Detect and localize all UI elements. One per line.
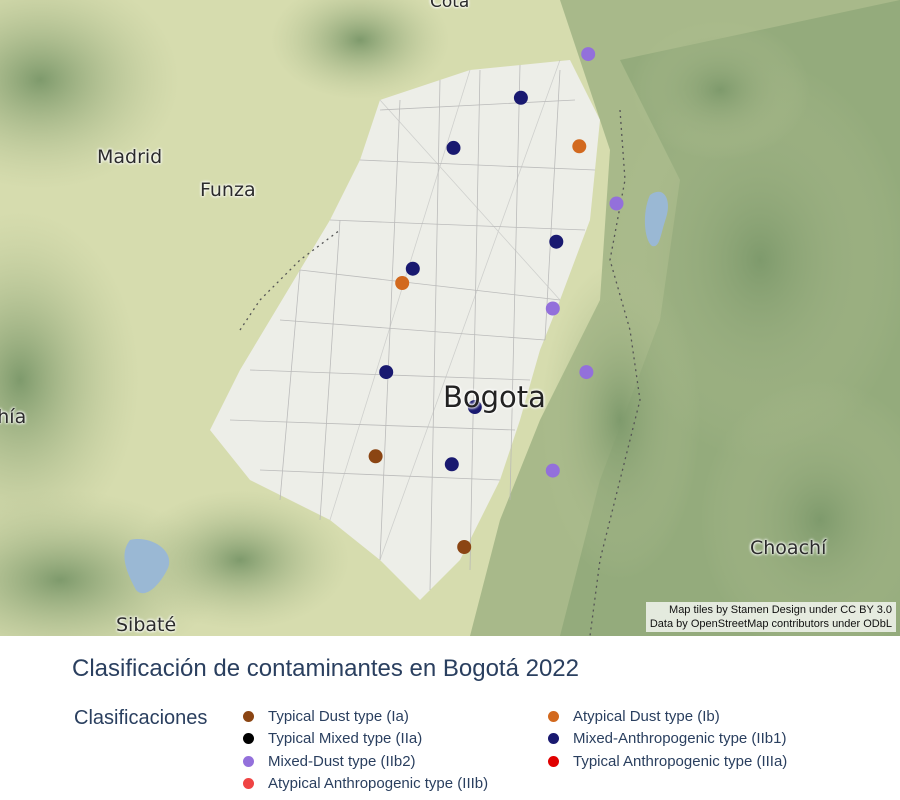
station-marker-iib1[interactable] bbox=[467, 400, 482, 414]
legend-item-iiib[interactable]: Atypical Anthropogenic type (IIIb) bbox=[243, 773, 488, 793]
legend-label-ia: Typical Dust type (Ia) bbox=[268, 707, 409, 725]
legend-item-iia[interactable]: Typical Mixed type (IIa) bbox=[243, 728, 422, 748]
hills-east bbox=[470, 0, 900, 636]
basemap-terrain bbox=[0, 0, 900, 636]
place-label-chia: Chía bbox=[0, 406, 27, 428]
station-marker-iib2[interactable] bbox=[545, 301, 560, 316]
legend-item-ia[interactable]: Typical Dust type (Ia) bbox=[243, 706, 409, 726]
station-marker-ia[interactable] bbox=[457, 540, 472, 554]
station-marker-iib1[interactable] bbox=[444, 457, 459, 472]
place-label-cota: Cota bbox=[430, 0, 470, 12]
legend-title: Clasificaciones bbox=[74, 707, 208, 729]
station-marker-ib[interactable] bbox=[572, 139, 587, 154]
legend-label-iib2: Mixed-Dust type (IIb2) bbox=[268, 752, 416, 770]
station-marker-iib1[interactable] bbox=[405, 261, 420, 276]
station-marker-iib2[interactable] bbox=[579, 365, 594, 380]
legend-marker-iiib bbox=[243, 777, 254, 789]
map-canvas[interactable]: Cota Madrid Funza Bogota Chía Choachí Si… bbox=[0, 0, 900, 636]
station-marker-ib[interactable] bbox=[395, 276, 410, 290]
station-marker-iib2[interactable] bbox=[609, 196, 624, 211]
place-label-madrid: Madrid bbox=[97, 146, 163, 168]
urban-area bbox=[210, 60, 600, 600]
legend-label-iiib: Atypical Anthropogenic type (IIIb) bbox=[268, 774, 489, 792]
station-marker-iib1[interactable] bbox=[379, 365, 394, 380]
points-layer bbox=[368, 47, 624, 554]
place-label-choachi: Choachí bbox=[750, 537, 827, 559]
reservoir-south bbox=[124, 539, 170, 594]
chart-title: Clasificación de contaminantes en Bogotá… bbox=[72, 655, 579, 682]
reservoir-east bbox=[644, 191, 669, 247]
map-attribution[interactable]: Map tiles by Stamen Design under CC BY 3… bbox=[645, 602, 896, 632]
legend-marker-iib2 bbox=[243, 755, 254, 767]
attribution-data: Data by OpenStreetMap contributors under… bbox=[649, 618, 892, 630]
legend-marker-ia bbox=[243, 710, 254, 722]
legend-item-iib2[interactable]: Mixed-Dust type (IIb2) bbox=[243, 751, 416, 771]
place-label-bogota: Bogota bbox=[443, 380, 546, 414]
station-marker-iib1[interactable] bbox=[446, 140, 461, 155]
legend-marker-iib1 bbox=[548, 732, 559, 744]
admin-boundaries bbox=[239, 109, 641, 636]
legend-item-ib[interactable]: Atypical Dust type (Ib) bbox=[548, 706, 720, 726]
place-label-sibate: Sibaté bbox=[116, 614, 177, 636]
legend-label-iiia: Typical Anthropogenic type (IIIa) bbox=[573, 752, 788, 770]
legend-marker-iiia bbox=[548, 755, 559, 767]
legend-label-iib1: Mixed-Anthropogenic type (IIb1) bbox=[573, 729, 787, 747]
hills-west bbox=[0, 0, 450, 636]
station-marker-iib1[interactable] bbox=[513, 90, 528, 105]
legend-label-iia: Typical Mixed type (IIa) bbox=[268, 729, 423, 747]
legend-item-iib1[interactable]: Mixed-Anthropogenic type (IIb1) bbox=[548, 728, 786, 748]
station-marker-iib2[interactable] bbox=[545, 463, 560, 478]
station-marker-iib2[interactable] bbox=[581, 47, 596, 62]
station-marker-iib1[interactable] bbox=[549, 234, 564, 249]
station-marker-ia[interactable] bbox=[368, 449, 383, 464]
legend-marker-iia bbox=[243, 732, 254, 744]
place-label-funza: Funza bbox=[200, 179, 256, 201]
legend-marker-ib bbox=[548, 710, 559, 722]
legend-item-iiia[interactable]: Typical Anthropogenic type (IIIa) bbox=[548, 751, 787, 771]
legend-label-ib: Atypical Dust type (Ib) bbox=[573, 707, 720, 725]
attribution-tiles: Map tiles by Stamen Design under CC BY 3… bbox=[669, 604, 892, 616]
